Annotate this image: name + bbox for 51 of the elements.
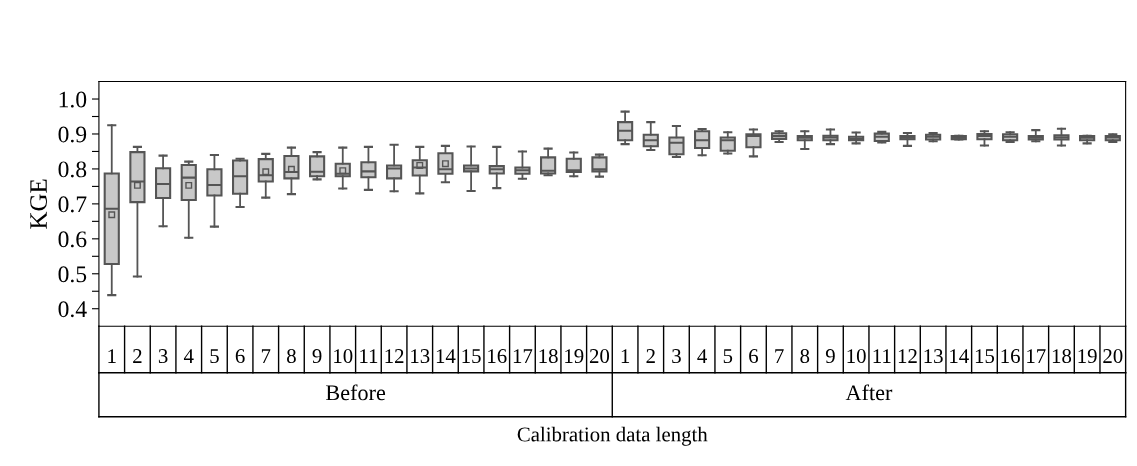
- y-tick-label: 1.0: [59, 91, 87, 108]
- x-tick-label: 18: [539, 349, 558, 364]
- x-tick-label: 13: [411, 349, 430, 364]
- x-tick-label: 18: [1052, 349, 1072, 364]
- x-tick-label: 16: [1001, 349, 1020, 364]
- x-tick-label: 20: [589, 349, 610, 364]
- x-tick-label: 15: [462, 349, 481, 364]
- y-tick-label: 0.7: [58, 196, 87, 213]
- x-tick-label: 7: [775, 349, 784, 363]
- x-tick-label: 8: [287, 349, 296, 364]
- y-axis-title: KGE: [30, 179, 47, 229]
- x-tick-label: 7: [261, 349, 271, 363]
- x-tick-label: 9: [825, 349, 835, 364]
- x-tick-label: 6: [749, 349, 759, 364]
- x-tick-label: 10: [334, 349, 353, 364]
- y-tick-label: 0.8: [58, 161, 87, 178]
- x-tick-label: 12: [385, 349, 404, 363]
- x-tick-label: 19: [565, 349, 584, 364]
- x-tick-label: 11: [873, 349, 891, 363]
- x-tick-label: 3: [672, 349, 681, 364]
- y-tick-label: 0.5: [58, 266, 87, 283]
- x-tick-label: 9: [312, 349, 322, 364]
- x-tick-label: 11: [360, 349, 378, 363]
- y-tick-label: 0.4: [58, 301, 87, 318]
- x-tick-label: 12: [898, 349, 917, 363]
- text: Before: [326, 384, 386, 401]
- x-axis-title: Calibration data length: [517, 426, 708, 446]
- x-tick-label: 17: [1027, 349, 1046, 363]
- x-tick-label: 4: [183, 349, 194, 363]
- x-tick-label: 13: [924, 349, 943, 364]
- x-tick-label: 20: [1103, 349, 1123, 364]
- text: After: [845, 384, 893, 401]
- x-tick-label: 3: [158, 349, 168, 364]
- x-tick-label: 6: [235, 349, 245, 364]
- x-tick-label: 5: [723, 349, 733, 364]
- x-tick-label: 5: [210, 349, 219, 364]
- x-tick-label: 15: [975, 349, 995, 364]
- x-tick-label: 17: [513, 349, 533, 363]
- y-tick-label: 0.9: [58, 126, 87, 143]
- x-tick-label: 16: [488, 349, 507, 364]
- x-tick-label: 14: [950, 349, 969, 363]
- y-tick-label: 0.6: [58, 231, 87, 248]
- x-tick-label: 1: [108, 349, 116, 363]
- x-tick-label: 8: [800, 349, 810, 364]
- x-tick-label: 19: [1078, 349, 1097, 364]
- x-tick-label: 1: [621, 349, 630, 363]
- x-tick-label: 14: [436, 349, 456, 363]
- x-tick-label: 4: [697, 349, 707, 363]
- x-tick-label: 2: [133, 349, 142, 363]
- x-tick-label: 2: [646, 349, 655, 363]
- x-tick-label: 10: [847, 349, 866, 364]
